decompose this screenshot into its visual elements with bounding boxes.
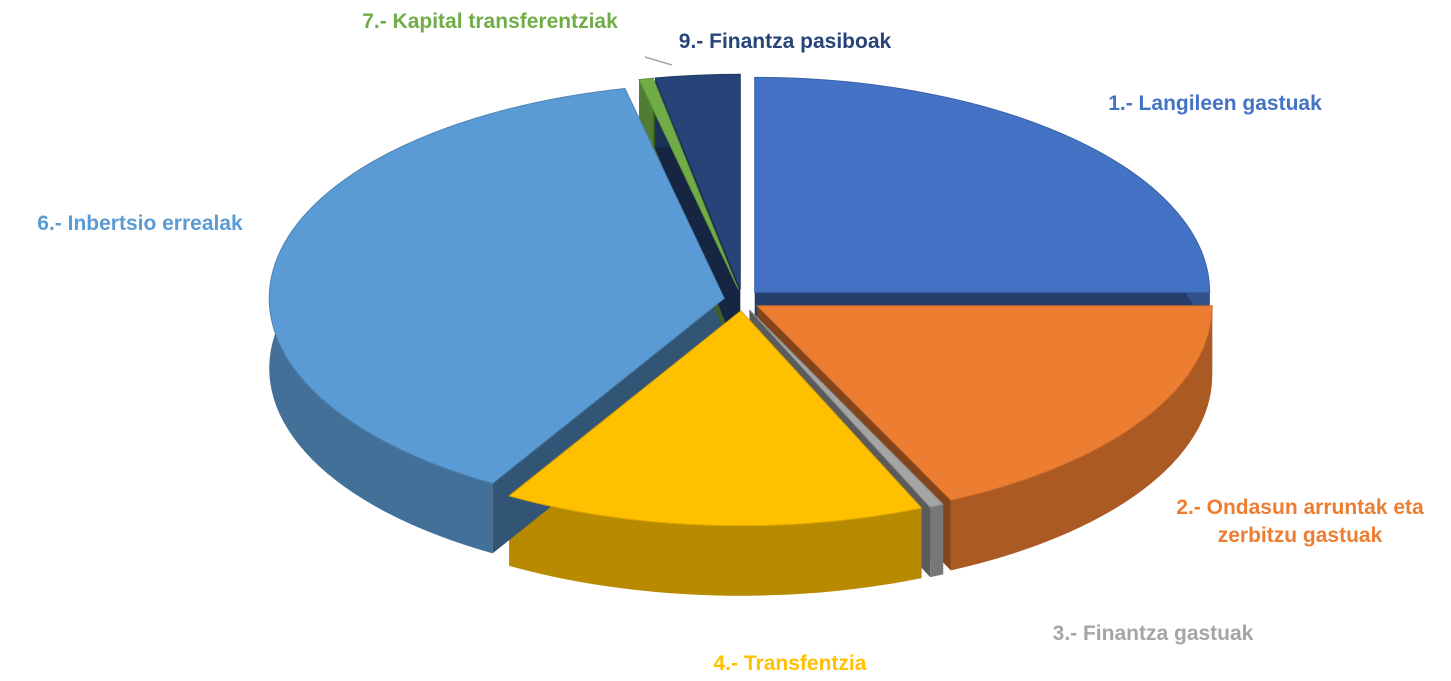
slice-side [930,504,944,578]
slice-side [950,305,1213,571]
slice [755,305,1213,501]
slice [754,76,1211,293]
slice-label: 9.- Finantza pasiboak [678,30,892,53]
slice-side [509,495,922,596]
slice-label: 3.- Finantza gastuak [1052,622,1254,645]
slice [654,73,741,290]
slice-label: 1.- Langileen gastuak [1108,92,1322,115]
slice [268,87,725,484]
slice-label: 2.- Ondasun arruntak eta zerbitzu gastua… [1176,496,1424,547]
slice-label: 6.- Inbertsio errealak [37,212,243,235]
slice-label: 4.- Transfentzia arruntak [713,652,867,681]
slice [749,309,945,508]
leader-line [644,56,673,66]
slice [638,77,739,290]
slice-label: 7.- Kapital transferentziak [362,10,618,33]
slice [508,310,923,527]
